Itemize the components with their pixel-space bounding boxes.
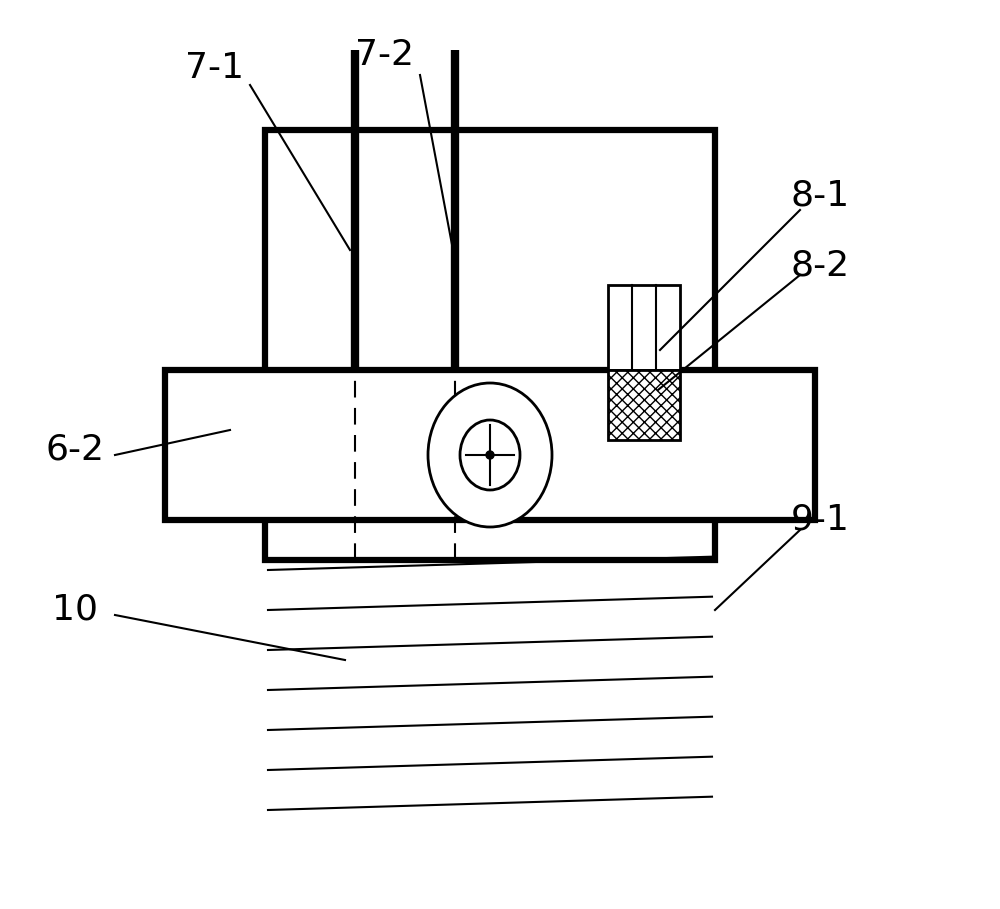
Circle shape: [486, 451, 494, 459]
Bar: [165, 370, 815, 520]
Text: 7-2: 7-2: [356, 38, 415, 72]
Text: 10: 10: [52, 593, 98, 627]
Text: 7-1: 7-1: [186, 51, 244, 85]
Text: 8-1: 8-1: [790, 178, 850, 212]
Text: 6-2: 6-2: [46, 433, 104, 467]
Bar: [265, 130, 715, 560]
Text: 9-1: 9-1: [791, 503, 849, 537]
Bar: [608, 370, 680, 440]
Bar: [608, 285, 680, 370]
Ellipse shape: [428, 383, 552, 527]
Text: 8-2: 8-2: [790, 248, 850, 282]
Ellipse shape: [460, 420, 520, 490]
